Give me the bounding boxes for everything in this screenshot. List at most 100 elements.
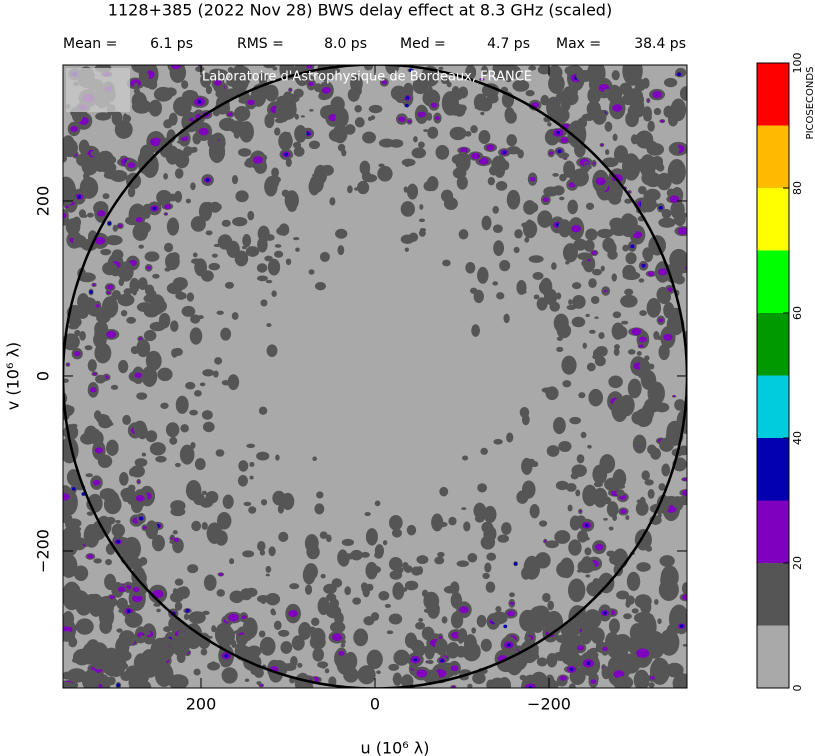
y-tick-label: −200	[34, 529, 53, 573]
texture-blob	[556, 561, 574, 578]
texture-blob	[608, 375, 623, 389]
texture-blob	[571, 224, 581, 233]
texture-blob	[389, 515, 403, 531]
texture-blob	[512, 79, 530, 92]
texture-blob	[598, 332, 605, 340]
texture-blob	[73, 565, 89, 582]
texture-blob	[122, 114, 132, 123]
texture-blob	[492, 224, 503, 233]
texture-blob	[259, 636, 276, 656]
texture-blob	[227, 66, 234, 73]
texture-blob	[576, 454, 585, 464]
texture-blob	[174, 578, 184, 586]
texture-blob	[164, 212, 168, 215]
texture-blob	[78, 139, 90, 155]
texture-blob	[360, 551, 370, 558]
texture-blob	[202, 421, 215, 433]
texture-blob	[647, 271, 655, 277]
texture-blob	[625, 252, 637, 265]
texture-blob	[131, 65, 150, 74]
texture-blob	[287, 204, 297, 212]
texture-blob	[660, 177, 667, 181]
texture-blob	[430, 102, 438, 108]
texture-blob	[276, 226, 290, 236]
texture-blob	[148, 99, 163, 117]
texture-blob	[84, 345, 93, 351]
texture-blob	[568, 299, 573, 305]
texture-blob	[427, 126, 439, 139]
texture-blob	[354, 187, 359, 191]
texture-blob	[137, 277, 148, 291]
texture-blob	[555, 480, 569, 491]
colorbar-band	[757, 500, 789, 563]
texture-blob	[582, 255, 596, 273]
texture-blob	[572, 295, 586, 309]
texture-blob	[81, 184, 88, 194]
texture-blob	[533, 653, 540, 660]
texture-blob	[658, 343, 670, 361]
texture-blob	[63, 138, 78, 158]
texture-blob	[650, 447, 661, 460]
texture-blob	[451, 685, 456, 688]
texture-blob	[519, 674, 527, 681]
texture-blob	[386, 630, 394, 635]
texture-blob	[554, 530, 571, 544]
texture-blob	[625, 110, 639, 128]
texture-blob	[354, 117, 365, 128]
texture-blob	[590, 295, 600, 305]
colorbar-tick-label: 0	[791, 685, 804, 692]
y-tick-label: 200	[34, 186, 53, 217]
texture-blob	[141, 452, 147, 457]
texture-blob	[155, 455, 167, 463]
texture-blob	[639, 361, 652, 371]
texture-blob	[663, 495, 679, 505]
texture-blob	[317, 167, 325, 173]
texture-blob	[502, 150, 507, 155]
texture-blob	[413, 136, 418, 143]
texture-blob	[306, 131, 310, 136]
texture-blob	[501, 522, 512, 535]
texture-blob	[390, 85, 407, 101]
texture-blob	[666, 420, 683, 444]
texture-blob	[573, 238, 587, 251]
texture-blob	[615, 676, 630, 685]
texture-blob	[273, 250, 284, 258]
texture-blob	[486, 552, 497, 561]
texture-blob	[149, 442, 166, 456]
texture-blob	[138, 244, 144, 249]
texture-blob	[575, 168, 582, 175]
texture-blob	[442, 259, 451, 267]
texture-blob	[484, 562, 492, 573]
texture-blob	[285, 157, 292, 168]
texture-blob	[265, 592, 281, 606]
texture-blob	[362, 131, 376, 144]
texture-blob	[65, 205, 69, 209]
texture-blob	[506, 643, 511, 647]
texture-blob	[263, 65, 276, 69]
texture-blob	[560, 137, 569, 144]
texture-blob	[402, 587, 408, 592]
texture-blob	[476, 614, 487, 628]
colorbar-band	[757, 125, 789, 188]
texture-blob	[610, 222, 628, 237]
texture-blob	[640, 599, 652, 615]
texture-blob	[125, 557, 144, 570]
texture-blob	[97, 603, 108, 611]
texture-blob	[77, 293, 90, 311]
texture-blob	[329, 598, 340, 609]
stat-value: 8.0 ps	[324, 36, 367, 52]
texture-blob	[115, 519, 121, 524]
texture-blob	[77, 194, 82, 199]
texture-blob	[117, 293, 135, 307]
texture-blob	[308, 81, 314, 86]
texture-blob	[423, 181, 434, 192]
texture-blob	[265, 565, 272, 573]
texture-blob	[119, 471, 129, 486]
texture-blob	[285, 258, 292, 266]
texture-blob	[312, 647, 324, 662]
texture-blob	[152, 273, 160, 279]
texture-blob	[553, 416, 566, 435]
texture-blob	[143, 329, 157, 342]
texture-blob	[263, 85, 275, 93]
stat-value: 38.4 ps	[634, 36, 686, 52]
